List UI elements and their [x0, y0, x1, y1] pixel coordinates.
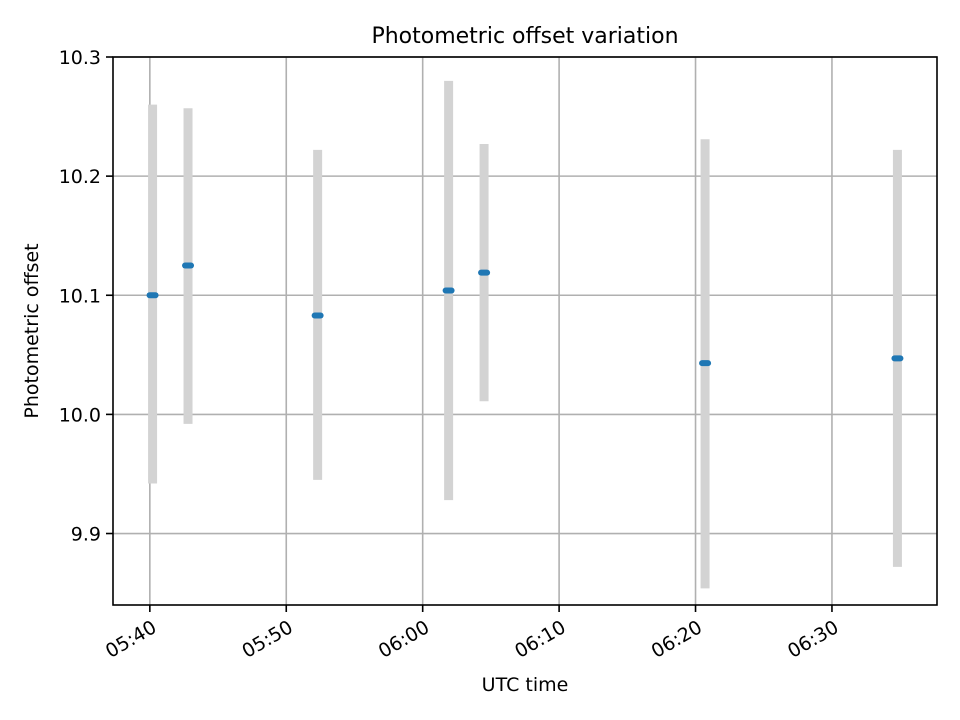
data-point [442, 287, 455, 294]
x-tick-label: 06:10 [511, 616, 569, 662]
y-axis-ticks: 9.9 10.0 10.1 10.2 10.3 [59, 47, 113, 546]
y-tick-label: 10.1 [59, 285, 101, 307]
data-markers [146, 262, 904, 367]
chart-title: Photometric offset variation [371, 24, 678, 49]
y-tick-label: 10.2 [59, 166, 101, 188]
plot-frame [112, 56, 938, 606]
x-tick-label: 06:20 [648, 616, 706, 662]
error-bars [148, 80, 902, 589]
grid [113, 56, 937, 605]
y-axis-label: Photometric offset [21, 243, 43, 418]
x-tick-label: 05:40 [102, 616, 160, 662]
data-point [699, 360, 712, 367]
x-tick-label: 06:00 [375, 616, 433, 662]
y-tick-label: 10.0 [59, 404, 101, 426]
data-point [146, 292, 159, 299]
x-axis-label: UTC time [482, 674, 569, 696]
x-axis-ticks: 05:40 05:50 06:00 06:10 06:20 06:30 [102, 605, 842, 663]
x-tick-label: 05:50 [238, 616, 296, 662]
y-tick-label: 9.9 [71, 524, 101, 546]
data-point [182, 262, 195, 269]
data-point [478, 269, 491, 276]
y-tick-label: 10.3 [59, 47, 101, 69]
x-tick-label: 06:30 [784, 616, 842, 662]
data-point [891, 355, 904, 362]
data-point [311, 312, 324, 319]
